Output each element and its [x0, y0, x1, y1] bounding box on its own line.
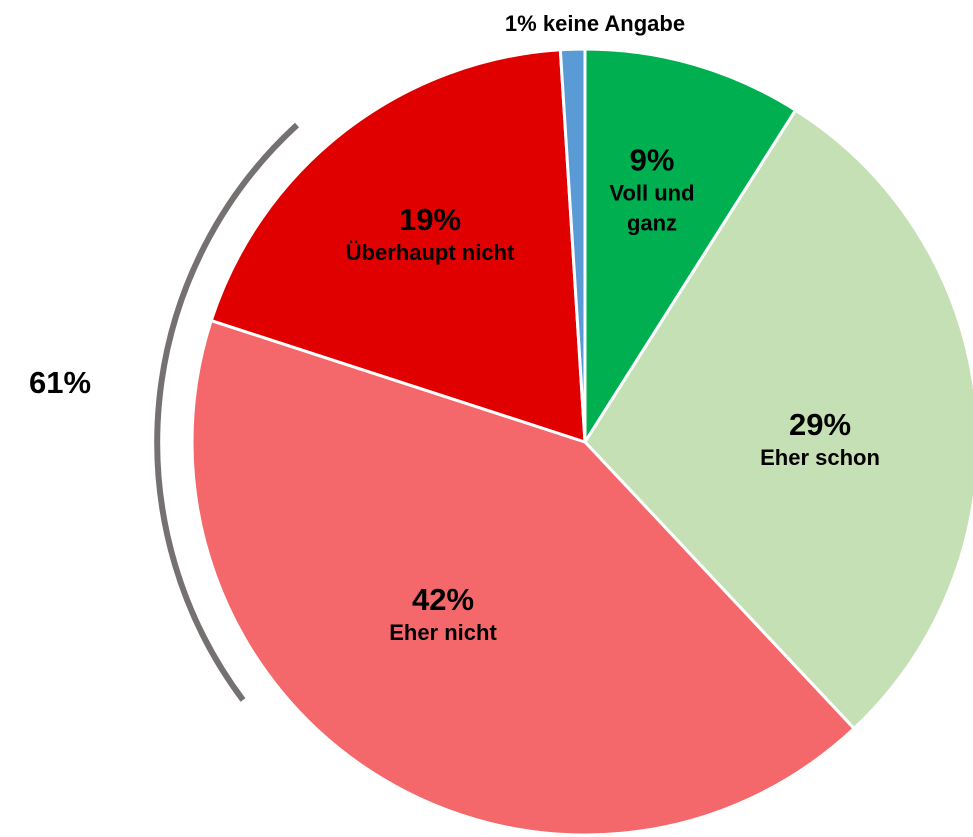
bracket — [154, 122, 300, 702]
value-label: 9% — [629, 142, 675, 178]
pie-slice — [209, 48, 587, 445]
pie-slice — [583, 108, 973, 731]
category-label: Überhaupt nicht — [345, 240, 515, 266]
value-label: 42% — [411, 582, 475, 618]
slice-label: 29% Eher schon — [720, 407, 920, 473]
pie-slice — [558, 47, 587, 443]
value-label: 1% — [504, 11, 537, 36]
annotation: 61% — [28, 365, 92, 400]
slice-label: 19% Überhaupt nicht — [340, 202, 520, 268]
slice-label: 9% Voll und ganz — [587, 142, 717, 237]
value-label: 29% — [788, 407, 852, 443]
category-label: Eher nicht — [389, 620, 497, 646]
category-label: keine Angabe — [542, 11, 686, 36]
pie-slice — [583, 47, 798, 448]
slice-label: 1% keine Angabe — [505, 11, 685, 37]
category-label: Voll und ganz — [609, 180, 695, 235]
value-label: 19% — [398, 202, 462, 238]
slice-label: 42% Eher nicht — [343, 582, 543, 648]
category-label: Eher schon — [760, 445, 880, 471]
pie-slice — [190, 318, 857, 837]
